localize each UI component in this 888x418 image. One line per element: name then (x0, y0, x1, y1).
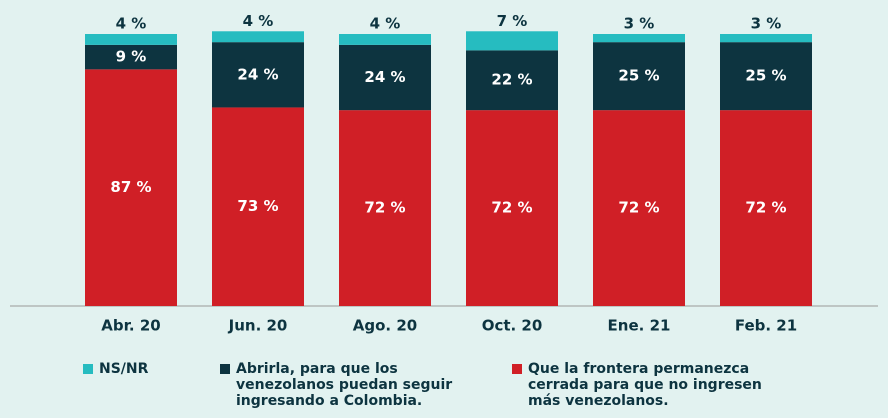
value-label: 87 % (110, 178, 151, 196)
value-label: 4 % (243, 12, 274, 30)
bar-segment (212, 31, 304, 43)
bar-segment (466, 110, 558, 306)
bar-segment (339, 44, 431, 111)
legend-label: Abrirla, para que los venezolanos puedan… (236, 361, 453, 409)
bar-segment (85, 44, 177, 70)
value-label: 72 % (618, 199, 659, 217)
bar-segment (720, 34, 812, 43)
value-label: 73 % (237, 197, 278, 215)
bar-segment (466, 31, 558, 51)
value-label: 25 % (745, 67, 786, 85)
legend-swatch (83, 364, 93, 374)
bar-segment (593, 110, 685, 306)
bar-segment (720, 110, 812, 306)
value-label: 3 % (751, 15, 782, 33)
x-tick-label: Feb. 21 (735, 317, 797, 335)
legend-swatch (512, 364, 522, 374)
value-label: 72 % (491, 199, 532, 217)
legend-label: Que la frontera permanezca cerrada para … (528, 361, 762, 409)
value-label: 24 % (237, 65, 278, 83)
bar-segment (593, 34, 685, 43)
x-tick-label: Oct. 20 (482, 317, 543, 335)
bar-segment (212, 107, 304, 306)
bar-segment (339, 34, 431, 45)
legend-item: Abrirla, para que los venezolanos puedan… (220, 361, 470, 409)
legend-label: NS/NR (99, 361, 149, 377)
value-label: 7 % (497, 12, 528, 30)
x-tick-label: Ene. 21 (608, 317, 671, 335)
legend-item: NS/NR (83, 361, 203, 377)
legend-item: Que la frontera permanezca cerrada para … (512, 361, 792, 409)
bar-segment (720, 42, 812, 111)
value-label: 4 % (370, 15, 401, 33)
value-label: 4 % (116, 15, 147, 33)
bar-segment (212, 42, 304, 108)
x-tick-label: Abr. 20 (101, 317, 160, 335)
value-label: 72 % (745, 199, 786, 217)
x-tick-label: Ago. 20 (353, 317, 417, 335)
value-label: 9 % (116, 48, 147, 66)
bar-segment (85, 69, 177, 306)
legend-swatch (220, 364, 230, 374)
bar-segment (593, 42, 685, 111)
value-label: 24 % (364, 68, 405, 86)
x-tick-label: Jun. 20 (228, 317, 288, 335)
bar-segment (466, 50, 558, 111)
bar-segment (85, 34, 177, 45)
value-label: 3 % (624, 15, 655, 33)
value-label: 25 % (618, 67, 659, 85)
value-label: 72 % (364, 199, 405, 217)
bar-segment (339, 110, 431, 306)
value-label: 22 % (491, 71, 532, 89)
